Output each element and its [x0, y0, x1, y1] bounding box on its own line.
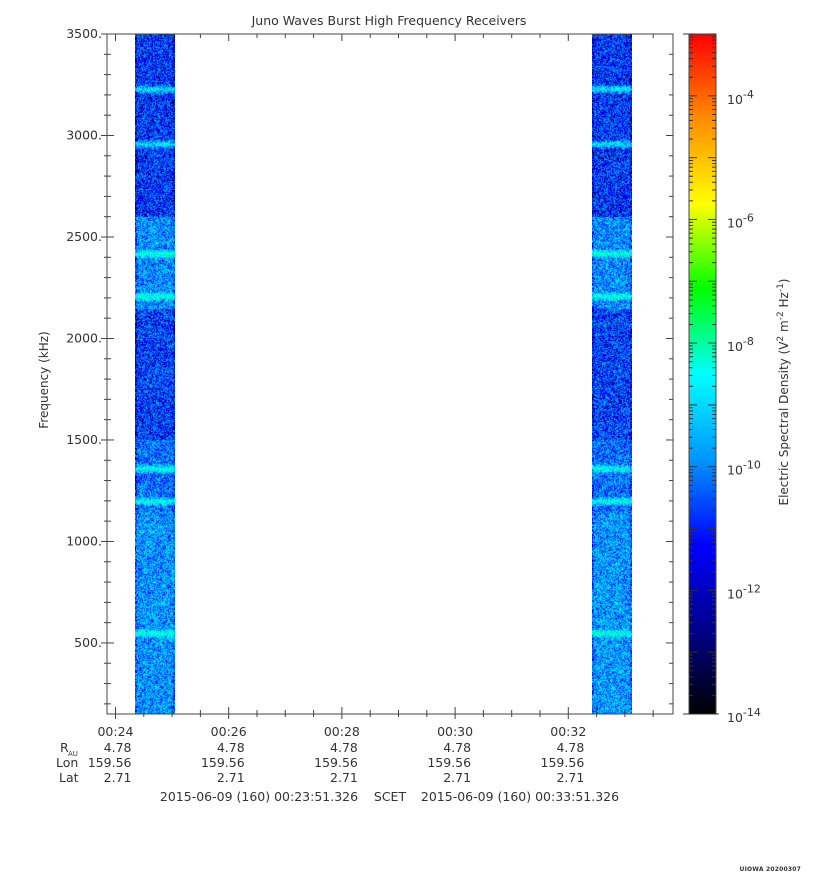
- colorbar-tick-label: 10-12: [727, 582, 761, 601]
- colorbar-tick-base: 10: [727, 586, 743, 601]
- colorbar-label-sup3: -1: [776, 283, 786, 292]
- chart-title: Juno Waves Burst High Frequency Receiver…: [251, 13, 527, 28]
- ephemeris-table: R AULonLat4.78159.562.714.78159.562.714.7…: [56, 740, 584, 785]
- y-axis-label: Frequency (kHz): [37, 331, 51, 428]
- x-axis: [114, 34, 654, 719]
- colorbar-tick-label: 10-8: [727, 335, 754, 354]
- footer-tag: UIOWA 20200307: [739, 866, 801, 873]
- colorbar-label-sup2: -2: [776, 311, 786, 320]
- y-tick-label: 3000.: [66, 127, 102, 142]
- ephemeris-lon-value: 159.56: [314, 755, 358, 770]
- ephemeris-r-value: 4.78: [443, 740, 471, 755]
- ephemeris-lon-value: 159.56: [88, 755, 132, 770]
- colorbar-tick-base: 10: [727, 710, 743, 725]
- x-tick-label: 00:24: [97, 724, 133, 739]
- colorbar-fill: [689, 34, 716, 714]
- time-range-start: 2015-06-09 (160) 00:23:51.326: [160, 789, 358, 804]
- colorbar-tick-exponent: -12: [743, 582, 761, 595]
- y-tick-label: 1500.: [66, 432, 102, 447]
- ephemeris-r-value: 4.78: [330, 740, 358, 755]
- ephemeris-r-value: 4.78: [556, 740, 584, 755]
- x-tick-label: 00:28: [324, 724, 360, 739]
- ephemeris-lat-value: 2.71: [104, 770, 132, 785]
- colorbar-label-m: m: [777, 320, 791, 336]
- ephemeris-lat-value: 2.71: [556, 770, 584, 785]
- colorbar-tick-exponent: -14: [743, 706, 761, 719]
- burst-block-2: [592, 34, 632, 714]
- colorbar-label-text: Electric Spectral Density (V: [777, 341, 791, 506]
- y-tick-label: 2000.: [66, 330, 102, 345]
- x-tick-label: 00:26: [211, 724, 247, 739]
- plot-frame: [106, 33, 674, 715]
- colorbar-tick-exponent: -4: [743, 88, 754, 101]
- time-range: 2015-06-09 (160) 00:23:51.326 SCET 2015-…: [160, 789, 619, 804]
- colorbar-label-close: ): [777, 278, 791, 283]
- x-tick-label: 00:32: [550, 724, 586, 739]
- ephemeris-lon-value: 159.56: [541, 755, 585, 770]
- burst-layer: [135, 34, 632, 714]
- y-tick-label: 2500.: [66, 229, 102, 244]
- ephemeris-label-lon: Lon: [56, 755, 78, 770]
- y-axis: 500. 1000. 1500. 2000. 2500. 3000. 3500.: [66, 26, 673, 705]
- colorbar-tick-base: 10: [727, 215, 743, 230]
- colorbar-label-sup1: 2: [776, 336, 786, 342]
- burst-block-1: [135, 34, 175, 714]
- ephemeris-r-value: 4.78: [104, 740, 132, 755]
- colorbar-tick-base: 10: [727, 463, 743, 478]
- time-range-end: 2015-06-09 (160) 00:33:51.326: [421, 789, 619, 804]
- colorbar-tick-exponent: -8: [743, 335, 754, 348]
- colorbar-tick-exponent: -6: [743, 211, 754, 224]
- colorbar-tick-label: 10-10: [727, 459, 761, 478]
- colorbar-tick-label: 10-14: [727, 706, 761, 725]
- spectrogram-plot: 500. 1000. 1500. 2000. 2500. 3000. 3500.: [66, 26, 674, 719]
- ephemeris-r-value: 4.78: [217, 740, 245, 755]
- ephemeris-lat-value: 2.71: [443, 770, 471, 785]
- y-tick-label: 3500.: [66, 26, 102, 41]
- x-tick-label: 00:30: [437, 724, 473, 739]
- ephemeris-label-lat: Lat: [59, 770, 79, 785]
- colorbar-label: Electric Spectral Density (V2 m-2 Hz-1): [776, 278, 791, 505]
- colorbar-tick-base: 10: [727, 92, 743, 107]
- y-tick-label: 500.: [74, 635, 102, 650]
- colorbar-label-hz: Hz: [777, 292, 791, 311]
- ephemeris-label-r-subscript: AU: [68, 750, 78, 758]
- colorbar-tick-base: 10: [727, 339, 743, 354]
- ephemeris-lat-value: 2.71: [217, 770, 245, 785]
- colorbar-tick-exponent: -10: [743, 459, 761, 472]
- time-range-label: SCET: [374, 789, 407, 804]
- plot-background: [107, 34, 673, 714]
- ephemeris-label-r: R: [60, 740, 69, 755]
- colorbar-tick-label: 10-4: [727, 88, 754, 107]
- x-tick-labels: 00:24 00:26 00:28 00:30 00:32: [97, 724, 586, 739]
- colorbar-tick-label: 10-6: [727, 211, 754, 230]
- ephemeris-lon-value: 159.56: [201, 755, 245, 770]
- ephemeris-lat-value: 2.71: [330, 770, 358, 785]
- y-tick-label: 1000.: [66, 533, 102, 548]
- ephemeris-lon-value: 159.56: [427, 755, 471, 770]
